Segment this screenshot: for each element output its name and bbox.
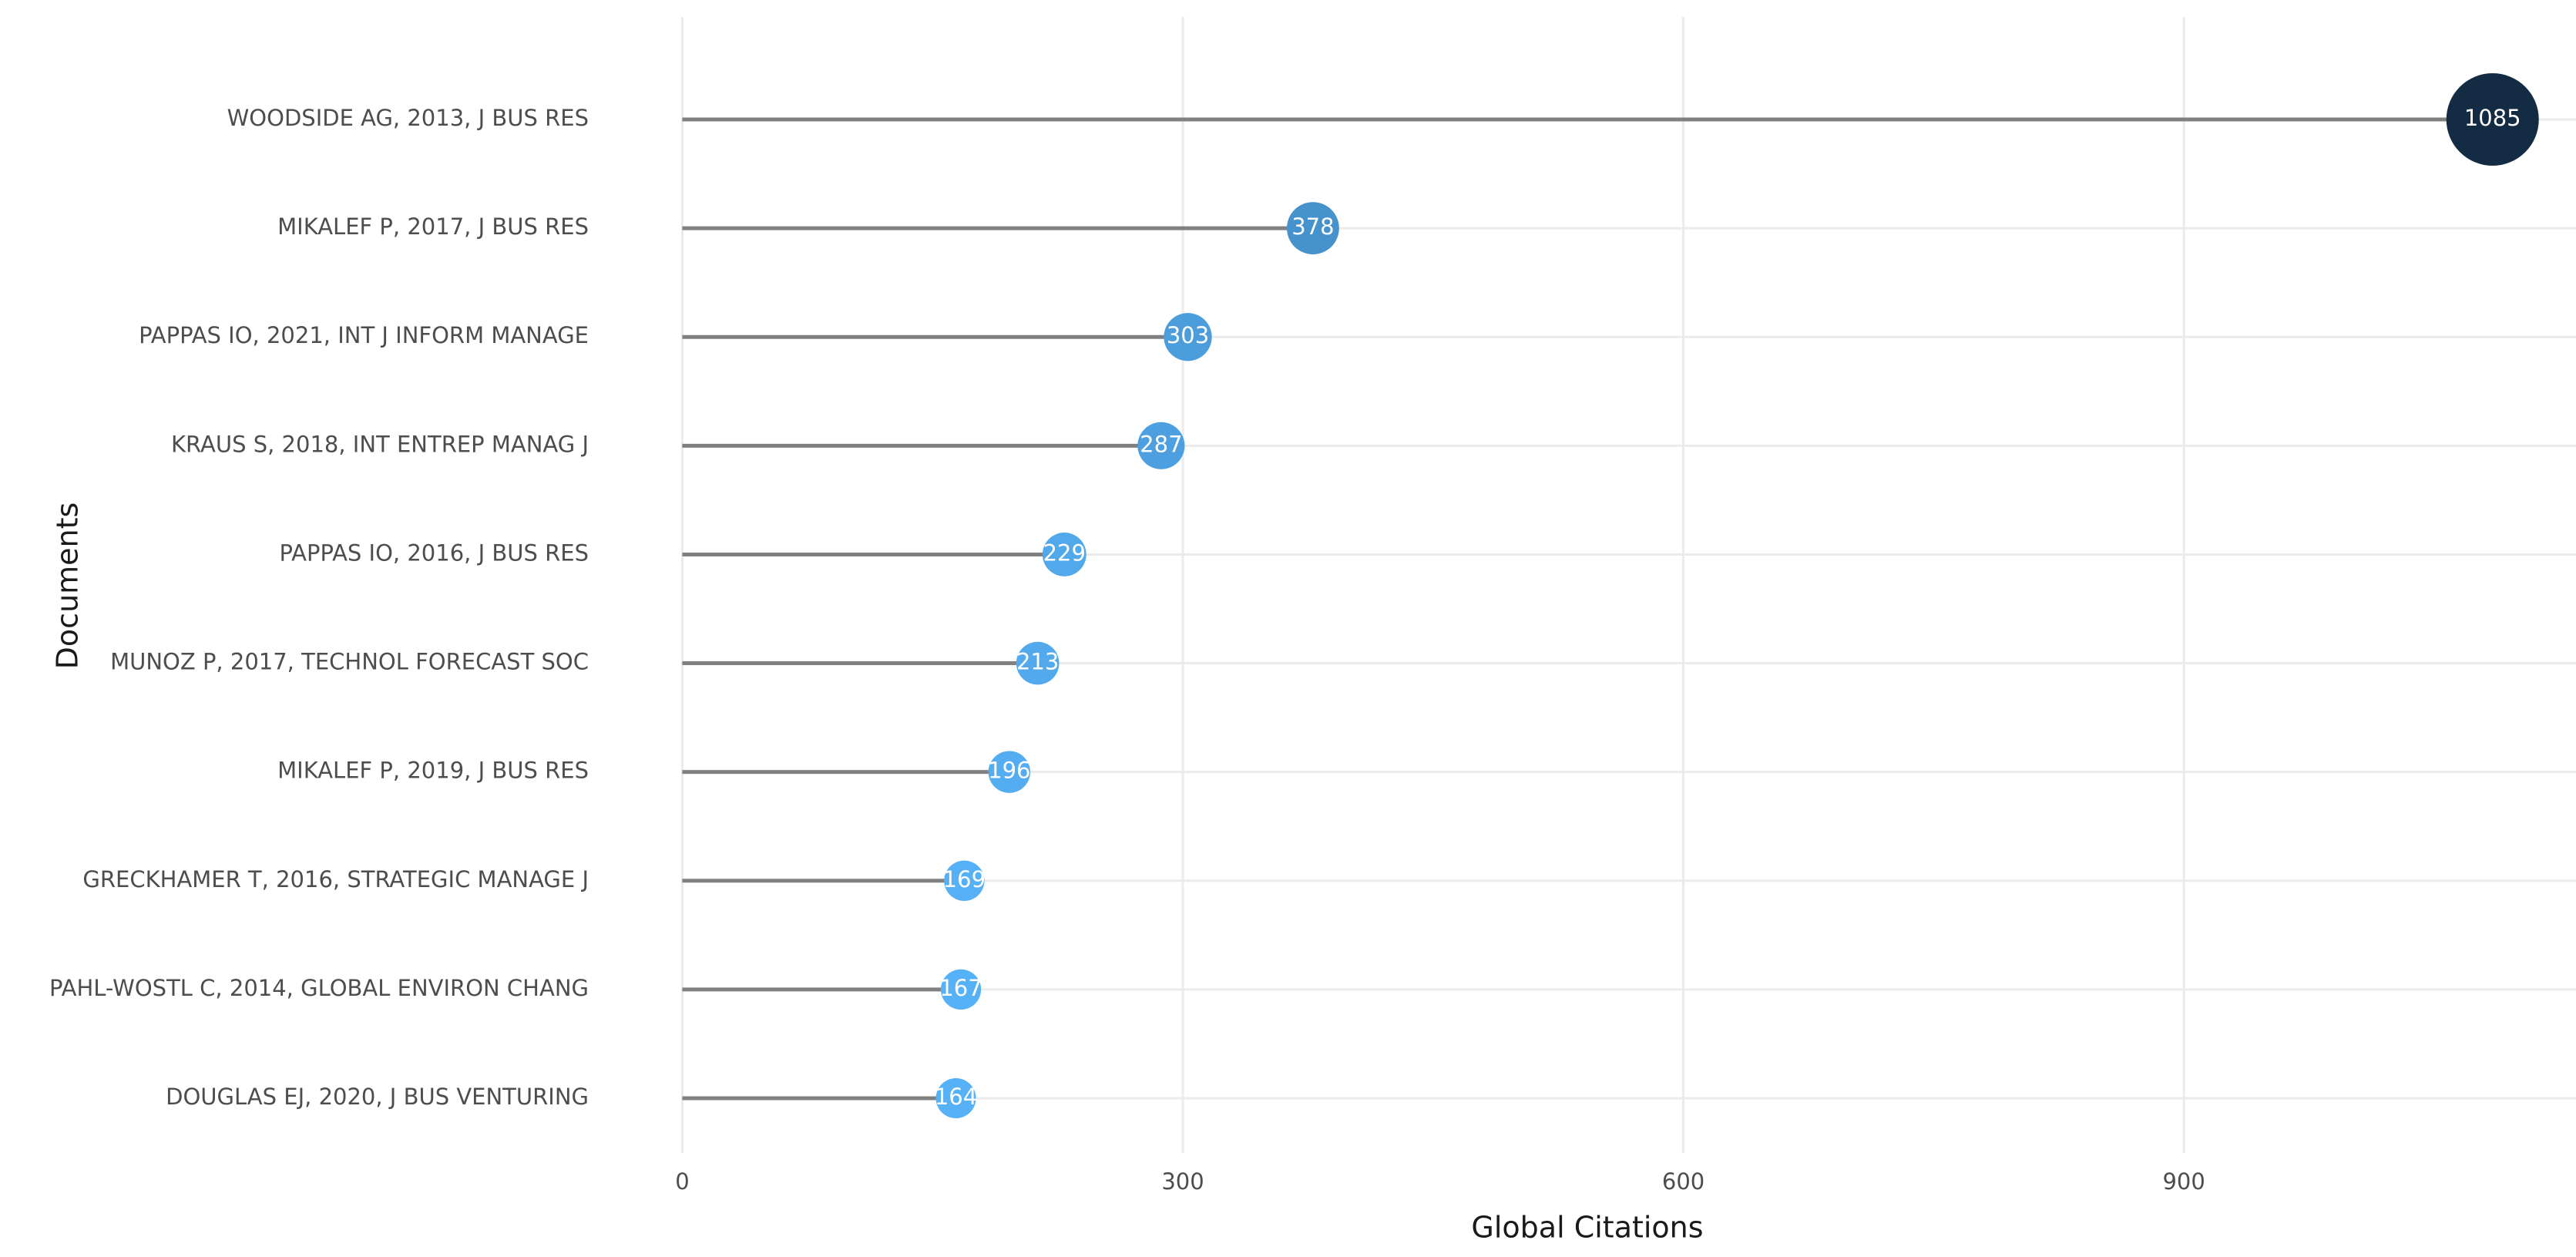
y-tick-label: WOODSIDE AG, 2013, J BUS RES [227,105,589,131]
y-tick-label: MUNOZ P, 2017, TECHNOL FORECAST SOC [110,649,589,675]
x-tick-label: 300 [1161,1168,1204,1195]
y-tick-label: MIKALEF P, 2019, J BUS RES [277,758,589,784]
dot [1287,202,1339,255]
value-label: 169 [943,866,986,892]
value-label: 229 [1043,539,1086,566]
y-tick-label: GRECKHAMER T, 2016, STRATEGIC MANAGE J [82,866,589,892]
value-label: 1085 [2464,105,2521,131]
dot [1164,313,1212,361]
y-tick-label: MIKALEF P, 2017, J BUS RES [277,213,589,240]
value-label: 213 [1016,649,1059,675]
x-tick-label: 600 [1662,1168,1704,1195]
dot [2446,73,2539,166]
dot [1137,422,1185,469]
y-tick-label: PAPPAS IO, 2016, J BUS RES [279,539,589,566]
y-tick-label: PAPPAS IO, 2021, INT J INFORM MANAGE [139,322,589,348]
x-tick-label: 0 [675,1168,689,1195]
value-label: 196 [988,758,1030,784]
value-label: 303 [1167,322,1209,348]
y-axis-title: Documents [51,502,85,670]
value-label: 167 [939,975,982,1001]
y-tick-label: KRAUS S, 2018, INT ENTREP MANAG J [171,431,589,457]
dot [935,1078,976,1118]
y-tick-label: PAHL-WOSTL C, 2014, GLOBAL ENVIRON CHANG [49,975,589,1001]
value-label: 287 [1140,431,1182,457]
dot [1016,641,1060,685]
dot [988,751,1031,793]
y-tick-label: DOUGLAS EJ, 2020, J BUS VENTURING [166,1084,589,1110]
value-label: 164 [935,1084,977,1110]
x-axis-title: Global Citations [1471,1211,1703,1245]
dot [940,969,982,1010]
x-tick-label: 900 [2162,1168,2205,1195]
dot [1042,533,1086,576]
dot [944,860,985,901]
value-label: 378 [1291,213,1334,240]
